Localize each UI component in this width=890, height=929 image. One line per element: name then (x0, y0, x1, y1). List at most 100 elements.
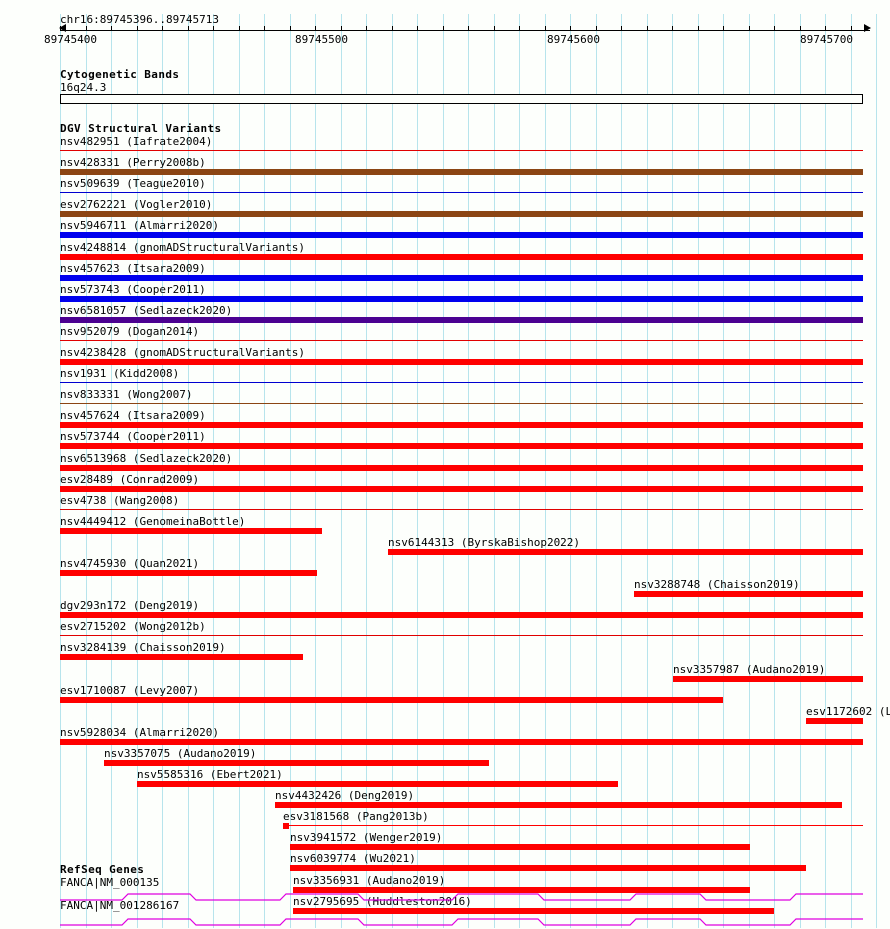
variant-label[interactable]: nsv5928034 (Almarri2020) (60, 726, 219, 739)
variant-bar[interactable] (60, 635, 863, 636)
gene-transcript-line[interactable] (0, 915, 890, 929)
grid-line (264, 14, 265, 928)
variant-label[interactable]: esv2762221 (Vogler2010) (60, 198, 213, 211)
grid-line (647, 14, 648, 928)
variant-bar[interactable] (60, 382, 863, 383)
variant-label[interactable]: nsv4745930 (Quan2021) (60, 557, 200, 570)
variant-label[interactable]: nsv482951 (Iafrate2004) (60, 135, 213, 148)
grid-line (392, 14, 393, 928)
ruler-tick-label: 89745600 (547, 33, 600, 46)
variant-label[interactable]: esv4738 (Wang2008) (60, 494, 180, 507)
variant-label[interactable]: nsv428331 (Perry2008b) (60, 156, 206, 169)
variant-label[interactable]: nsv952079 (Dogan2014) (60, 325, 200, 338)
variant-label[interactable]: nsv6039774 (Wu2021) (290, 852, 416, 865)
variant-bar[interactable] (60, 654, 303, 660)
variant-bar[interactable] (60, 192, 863, 193)
ruler-tick (162, 26, 163, 31)
variant-label[interactable]: nsv3288748 (Chaisson2019) (634, 578, 800, 591)
ruler-tick (111, 26, 112, 31)
grid-line (494, 14, 495, 928)
ruler-tick (60, 26, 61, 31)
variant-label[interactable]: nsv573744 (Cooper2011) (60, 430, 206, 443)
variant-label[interactable]: esv2715202 (Wong2012b) (60, 620, 206, 633)
variant-bar[interactable] (60, 739, 863, 745)
variant-bar[interactable] (283, 823, 289, 829)
variant-bar[interactable] (60, 422, 863, 428)
variant-bar[interactable] (293, 887, 750, 893)
variant-bar[interactable] (60, 486, 863, 492)
variant-bar[interactable] (60, 443, 863, 449)
variant-label[interactable]: esv1172602 (Le (806, 705, 890, 718)
variant-label[interactable]: nsv6513968 (Sedlazeck2020) (60, 452, 233, 465)
variant-bar[interactable] (806, 718, 863, 724)
variant-bar[interactable] (60, 150, 863, 151)
variant-bar[interactable] (290, 865, 806, 871)
variant-label[interactable]: nsv4449412 (GenomeinaBottle) (60, 515, 246, 528)
variant-label[interactable]: esv28489 (Conrad2009) (60, 473, 200, 486)
variant-bar[interactable] (60, 317, 863, 323)
section-title-dgv-structural-variants: DGV Structural Variants (60, 122, 222, 135)
variant-bar[interactable] (60, 465, 863, 471)
variant-bar[interactable] (60, 296, 863, 302)
variant-label[interactable]: nsv4238428 (gnomADStructuralVariants) (60, 346, 306, 359)
variant-bar[interactable] (60, 211, 863, 217)
variant-label[interactable]: esv1710087 (Levy2007) (60, 684, 200, 697)
variant-bar[interactable] (60, 570, 317, 576)
variant-label[interactable]: nsv5585316 (Ebert2021) (137, 768, 283, 781)
variant-label[interactable]: nsv5946711 (Almarri2020) (60, 219, 219, 232)
variant-label[interactable]: nsv4248814 (gnomADStructuralVariants) (60, 241, 306, 254)
grid-line (621, 14, 622, 928)
variant-label[interactable]: nsv6581057 (Sedlazeck2020) (60, 304, 233, 317)
variant-label[interactable]: nsv3356931 (Audano2019) (293, 874, 446, 887)
variant-bar[interactable] (275, 802, 842, 808)
variant-bar[interactable] (60, 528, 322, 534)
variant-bar[interactable] (60, 169, 863, 175)
variant-label[interactable]: nsv509639 (Teague2010) (60, 177, 206, 190)
variant-label[interactable]: nsv6144313 (ByrskaBishop2022) (388, 536, 581, 549)
variant-label[interactable]: nsv457623 (Itsara2009) (60, 262, 206, 275)
gene-label[interactable]: FANCA|NM_000135 (60, 876, 160, 889)
variant-label[interactable]: esv3181568 (Pang2013b) (283, 810, 429, 823)
variant-bar[interactable] (293, 908, 774, 914)
variant-bar[interactable] (60, 232, 863, 238)
variant-label[interactable]: nsv3284139 (Chaisson2019) (60, 641, 226, 654)
grid-line (723, 14, 724, 928)
variant-bar[interactable] (60, 254, 863, 260)
variant-bar[interactable] (137, 781, 618, 787)
ruler-tick (596, 26, 597, 31)
ruler-tick (723, 26, 724, 31)
gene-transcript-line[interactable] (0, 890, 890, 904)
variant-bar[interactable] (60, 403, 863, 404)
variant-bar[interactable] (60, 509, 863, 510)
variant-label[interactable]: nsv2795695 (Huddleston2016) (293, 895, 472, 908)
variant-label[interactable]: nsv833331 (Wong2007) (60, 388, 193, 401)
variant-bar[interactable] (60, 275, 863, 281)
ruler-tick-label: 89745700 (800, 33, 853, 46)
variant-label[interactable]: nsv3941572 (Wenger2019) (290, 831, 443, 844)
grid-lines (0, 14, 890, 928)
variant-label[interactable]: nsv573743 (Cooper2011) (60, 283, 206, 296)
ruler-tick (468, 26, 469, 31)
variant-bar[interactable] (388, 549, 863, 555)
ruler-tick (239, 26, 240, 31)
variant-bar[interactable] (60, 697, 723, 703)
variant-bar[interactable] (634, 591, 863, 597)
variant-label[interactable]: nsv457624 (Itsara2009) (60, 409, 206, 422)
gene-label[interactable]: FANCA|NM_001286167 (60, 899, 180, 912)
variant-label[interactable]: dgv293n172 (Deng2019) (60, 599, 200, 612)
ruler-axis (60, 30, 870, 31)
variant-bar[interactable] (60, 340, 863, 341)
variant-bar[interactable] (60, 612, 863, 618)
ruler-arrow-left-icon (59, 24, 66, 32)
variant-label[interactable]: nsv3357075 (Audano2019) (104, 747, 257, 760)
variant-bar[interactable] (60, 359, 863, 365)
variant-bar[interactable] (104, 760, 489, 766)
variant-bar[interactable] (290, 844, 750, 850)
ruler-tick (519, 26, 520, 31)
variant-label[interactable]: nsv3357987 (Audano2019) (673, 663, 826, 676)
variant-label[interactable]: nsv1931 (Kidd2008) (60, 367, 180, 380)
grid-line (60, 14, 61, 928)
ruler-tick (290, 26, 291, 31)
variant-label[interactable]: nsv4432426 (Deng2019) (275, 789, 415, 802)
variant-bar[interactable] (673, 676, 863, 682)
